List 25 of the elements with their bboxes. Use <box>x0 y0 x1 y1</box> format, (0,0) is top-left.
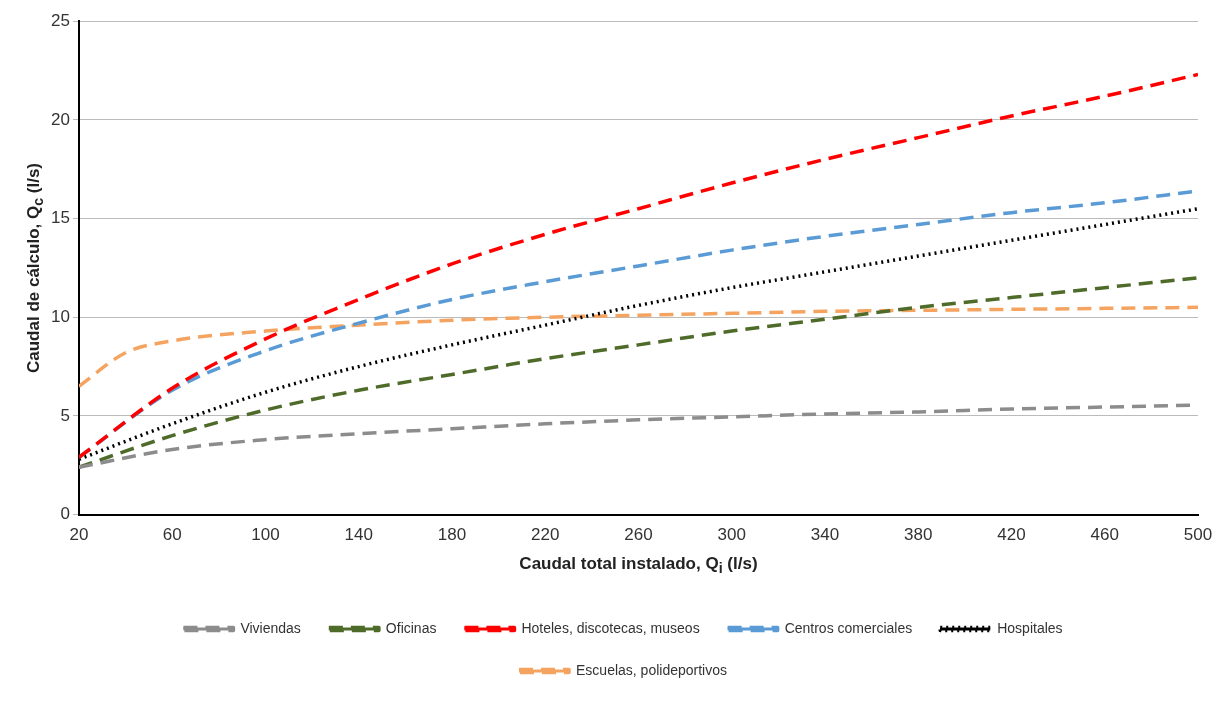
x-tick-label: 380 <box>904 525 933 545</box>
x-tick-label: 420 <box>997 525 1026 545</box>
x-tick-label: 500 <box>1183 525 1213 545</box>
y-tick-label: 20 <box>50 109 70 129</box>
x-tick-label: 260 <box>624 525 653 545</box>
y-tick-label: 0 <box>60 504 70 524</box>
y-tick-label: 10 <box>50 306 70 326</box>
x-tick-label: 180 <box>437 525 467 545</box>
x-tick-label: 60 <box>162 525 182 545</box>
x-tick-label: 460 <box>1090 525 1119 545</box>
legend-label: Viviendas <box>240 619 301 636</box>
y-tick-label: 25 <box>50 10 70 30</box>
y-tick-label: 15 <box>50 208 70 228</box>
x-tick-label: 340 <box>810 525 840 545</box>
x-axis-title: Caudal total instalado, Q$_{i}$ (l/s) <box>519 554 758 577</box>
legend-label: Hoteles, discotecas, museos <box>521 619 700 636</box>
x-tick-label: 220 <box>531 525 560 545</box>
legend-label: Escuelas, polideportivos <box>576 661 727 678</box>
legend-label: Hospitales <box>997 619 1063 636</box>
legend-label: Oficinas <box>385 619 437 636</box>
x-tick-label: 140 <box>344 525 373 545</box>
x-tick-label: 300 <box>717 525 746 545</box>
y-tick-label: 5 <box>60 405 70 425</box>
legend-label: Centros comerciales <box>784 619 913 636</box>
x-tick-label: 100 <box>251 525 280 545</box>
